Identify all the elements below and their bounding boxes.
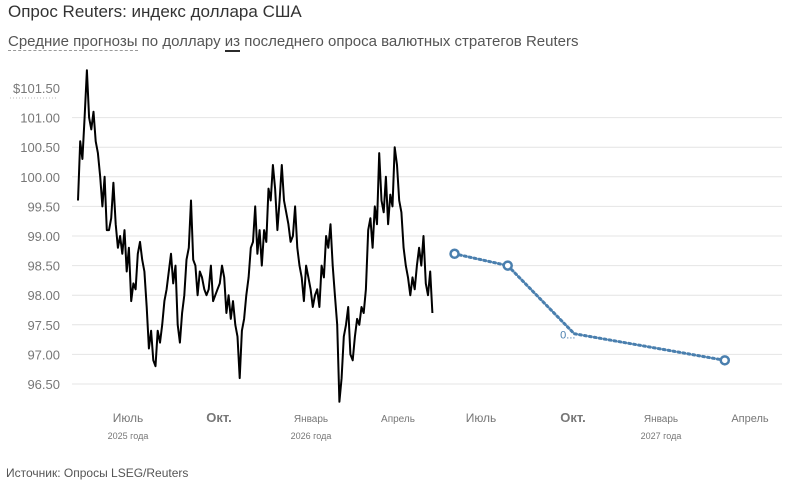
x-tick-label: Окт. xyxy=(560,410,585,425)
subtitle-link-from[interactable]: из xyxy=(224,33,241,52)
subtitle-text: по доллару xyxy=(137,33,225,50)
y-tick-label: 98.50 xyxy=(27,259,60,274)
y-tick-label: 100.50 xyxy=(20,140,60,155)
forecast-point xyxy=(502,260,513,271)
y-tick-label: 99.50 xyxy=(27,199,60,214)
x-tick-label: Январь xyxy=(294,414,328,425)
x-tick-label: Январь xyxy=(644,414,678,425)
y-tick-label: 97.50 xyxy=(27,318,60,333)
x-tick-label: Июль xyxy=(113,411,144,425)
x-axis-ticks: Июль 2025 года Окт. Январь 2026 года Апрель Ию… xyxy=(108,410,769,441)
x-tick-year-label: 2025 года xyxy=(108,431,149,441)
y-tick-label: $101.50 xyxy=(13,81,60,96)
y-tick-label: 101.00 xyxy=(20,111,60,126)
grid-lines xyxy=(10,97,782,385)
y-tick-label: 98.00 xyxy=(27,288,60,303)
forecast-point-label: 0... xyxy=(560,330,575,342)
forecast-point xyxy=(719,355,731,366)
y-tick-label: 100.00 xyxy=(20,170,60,185)
history-series-line xyxy=(77,69,434,403)
forecast-series-line xyxy=(453,252,727,362)
chart-title: Опрос Reuters: индекс доллара США xyxy=(8,2,302,21)
series-group: 0... xyxy=(77,69,731,403)
subtitle-text-rest: последнего опроса валютных стратегов Reu… xyxy=(240,33,579,50)
x-tick-label: Апрель xyxy=(381,414,415,425)
source-note: Источник: Опросы LSEG/Reuters xyxy=(6,466,189,480)
x-tick-label: Апрель xyxy=(731,413,769,425)
forecast-point xyxy=(449,248,460,260)
subtitle-link-forecasts[interactable]: Средние прогнозы xyxy=(8,33,138,51)
y-tick-label: 97.00 xyxy=(27,347,60,362)
y-tick-label: 96.50 xyxy=(27,377,60,392)
y-tick-label: 99.00 xyxy=(27,229,60,244)
x-tick-year-label: 2026 года xyxy=(291,431,332,441)
x-tick-year-label: 2027 года xyxy=(641,431,682,441)
y-axis-ticks: $101.50 101.00 100.50 100.00 99.50 99.00 98.50… xyxy=(13,81,60,392)
chart-subtitle: Средние прогнозы по доллару из последнег… xyxy=(8,33,579,52)
x-tick-label: Июль xyxy=(466,411,497,425)
x-tick-label: Окт. xyxy=(206,410,231,425)
